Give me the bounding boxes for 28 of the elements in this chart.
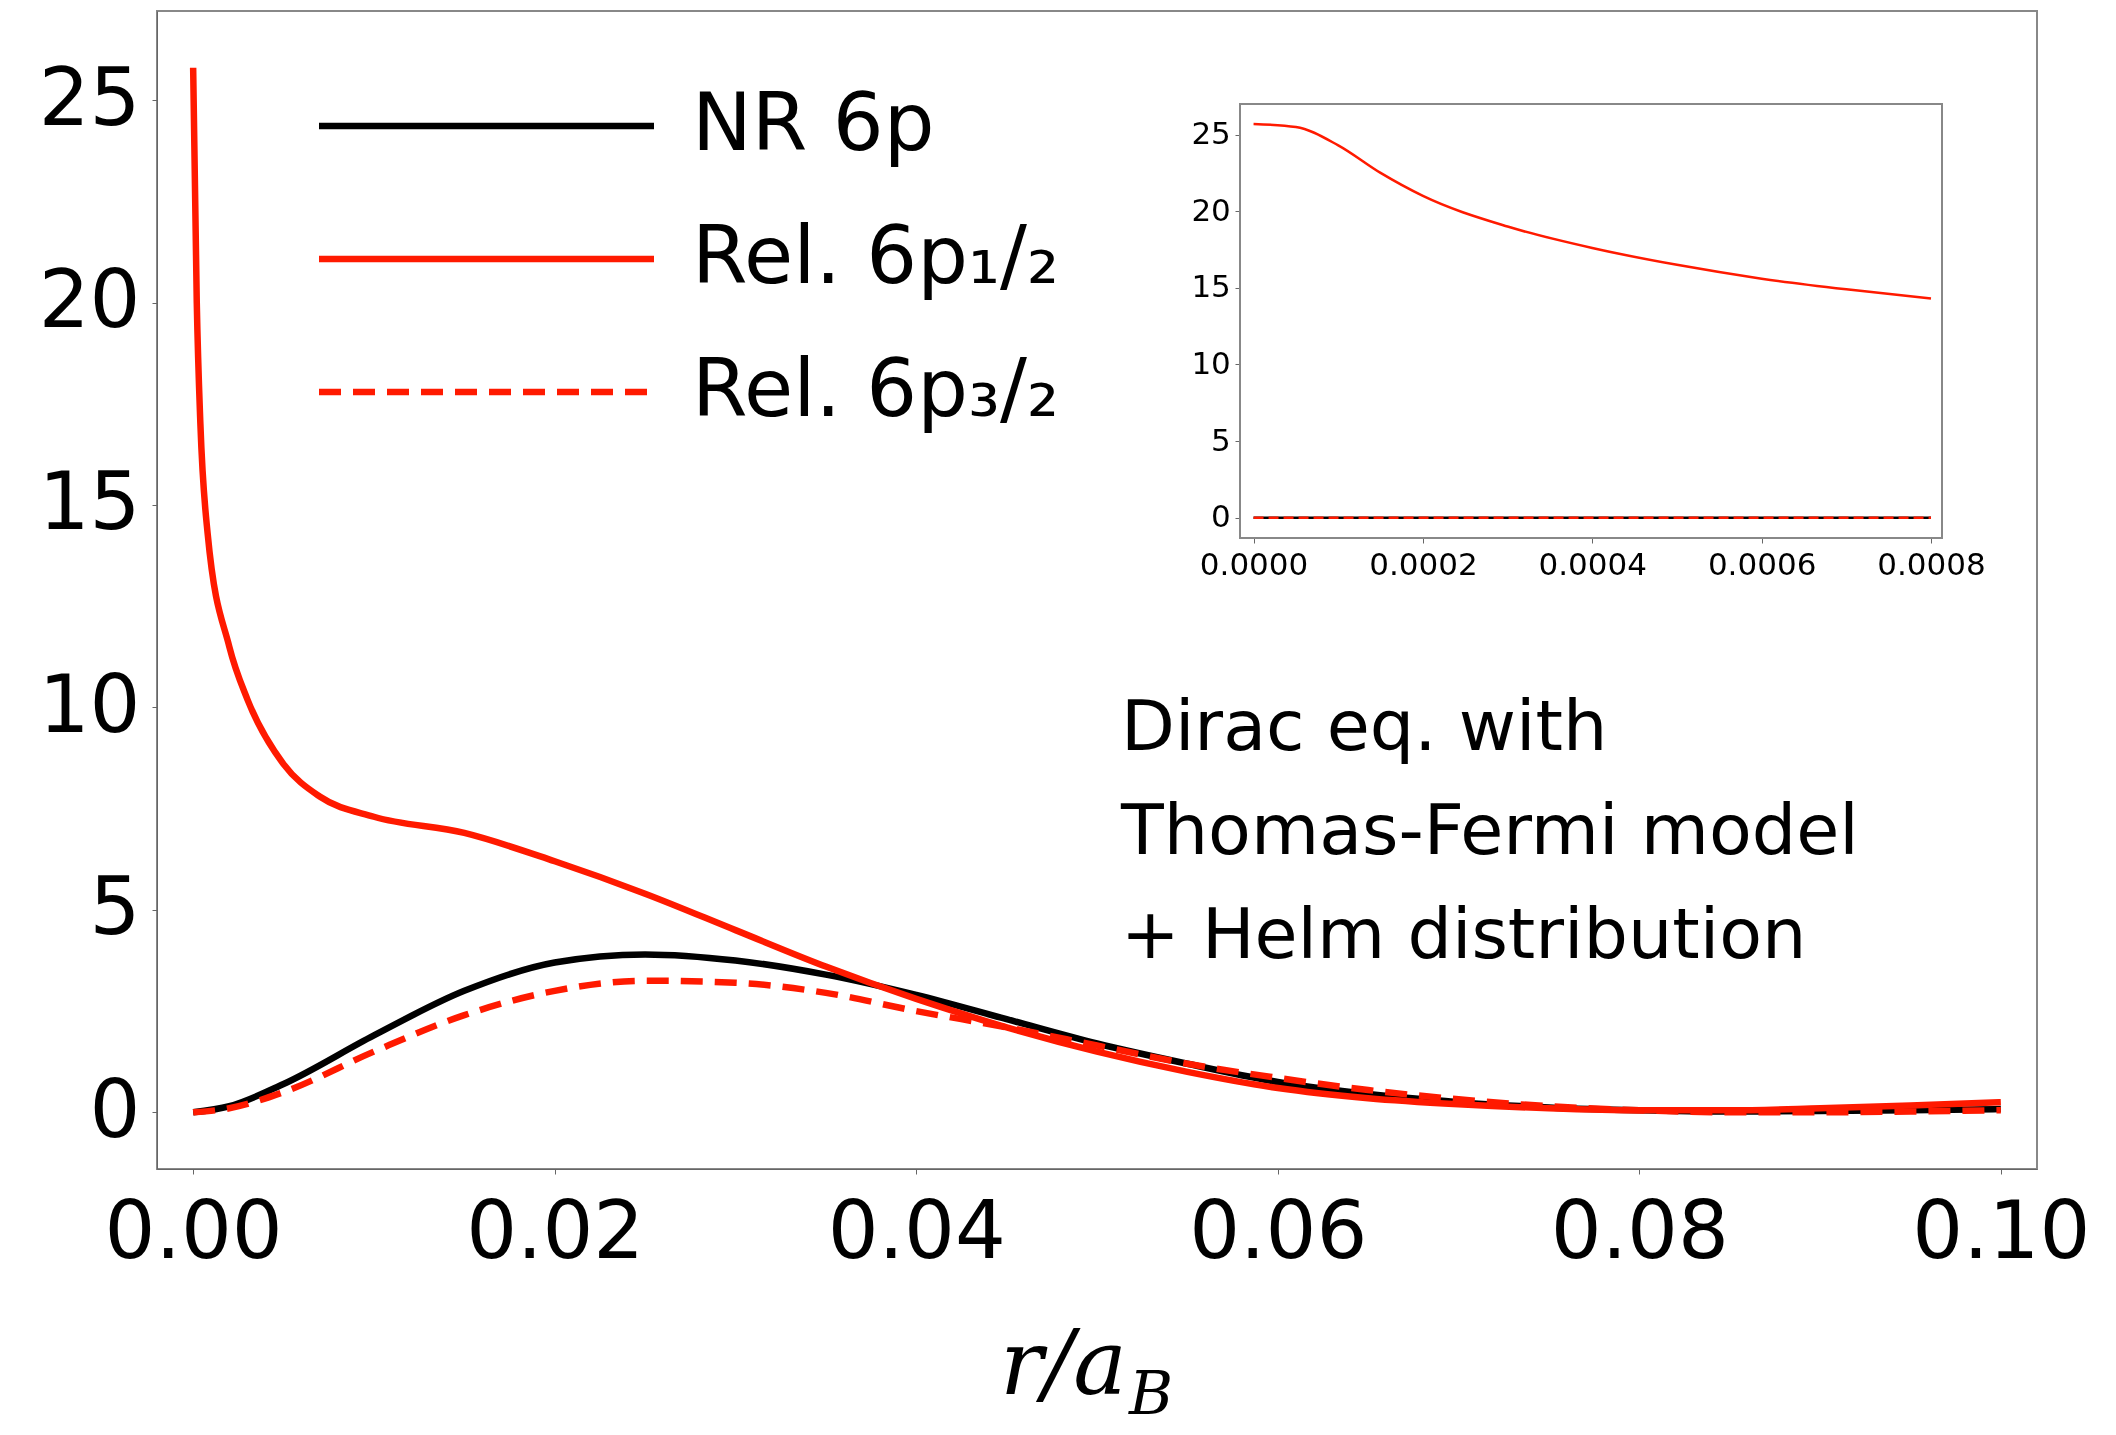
y-tick-label: 20 bbox=[1191, 191, 1231, 228]
y-tick-label: 0 bbox=[89, 1062, 141, 1156]
y-tick-label: 25 bbox=[38, 50, 141, 144]
x-tick-label: 0.08 bbox=[1550, 1183, 1729, 1277]
y-tick-label: 5 bbox=[89, 860, 141, 954]
x-tick-label: 0.0000 bbox=[1199, 546, 1309, 583]
x-tick-label: 0.06 bbox=[1189, 1183, 1368, 1277]
x-tick-label: 0.0002 bbox=[1369, 546, 1478, 583]
legend-label: NR 6p bbox=[692, 76, 935, 169]
annotation: Dirac eq. with Thomas-Fermi model + Helm distribution bbox=[1120, 685, 1859, 975]
y-tick-label: 25 bbox=[1191, 115, 1231, 152]
x-tick-label: 0.0006 bbox=[1707, 546, 1817, 583]
x-tick-label: 0.0004 bbox=[1538, 546, 1648, 583]
y-tick-label: 10 bbox=[38, 657, 141, 751]
x-tick-label: 0.02 bbox=[466, 1183, 645, 1277]
line-series bbox=[1252, 122, 1933, 300]
legend-label: Rel. 6p₁/₂ bbox=[692, 209, 1060, 302]
x-tick-label: 0.0008 bbox=[1877, 546, 1986, 583]
x-tick-label: 0.04 bbox=[827, 1183, 1006, 1277]
x-tick-label: 0.00 bbox=[104, 1183, 283, 1277]
y-tick-label: 15 bbox=[1191, 268, 1231, 305]
y-tick-label: 10 bbox=[1191, 344, 1231, 381]
y-tick-label: 0 bbox=[1211, 498, 1231, 535]
legend-label: Rel. 6p₃/₂ bbox=[692, 342, 1060, 435]
x-tick-label: 0.10 bbox=[1912, 1183, 2091, 1277]
y-tick-label: 15 bbox=[38, 455, 141, 549]
y-tick-label: 20 bbox=[38, 253, 141, 347]
y-tick-label: 5 bbox=[1211, 421, 1231, 458]
